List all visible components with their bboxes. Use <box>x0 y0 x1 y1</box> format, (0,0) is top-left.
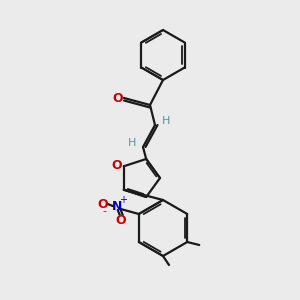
Text: N: N <box>112 200 122 212</box>
Text: O: O <box>112 159 122 172</box>
Text: O: O <box>98 197 108 211</box>
Text: O: O <box>116 214 126 226</box>
Text: -: - <box>103 206 107 216</box>
Text: +: + <box>119 195 127 205</box>
Text: H: H <box>128 138 136 148</box>
Text: O: O <box>113 92 123 104</box>
Text: H: H <box>162 116 170 126</box>
